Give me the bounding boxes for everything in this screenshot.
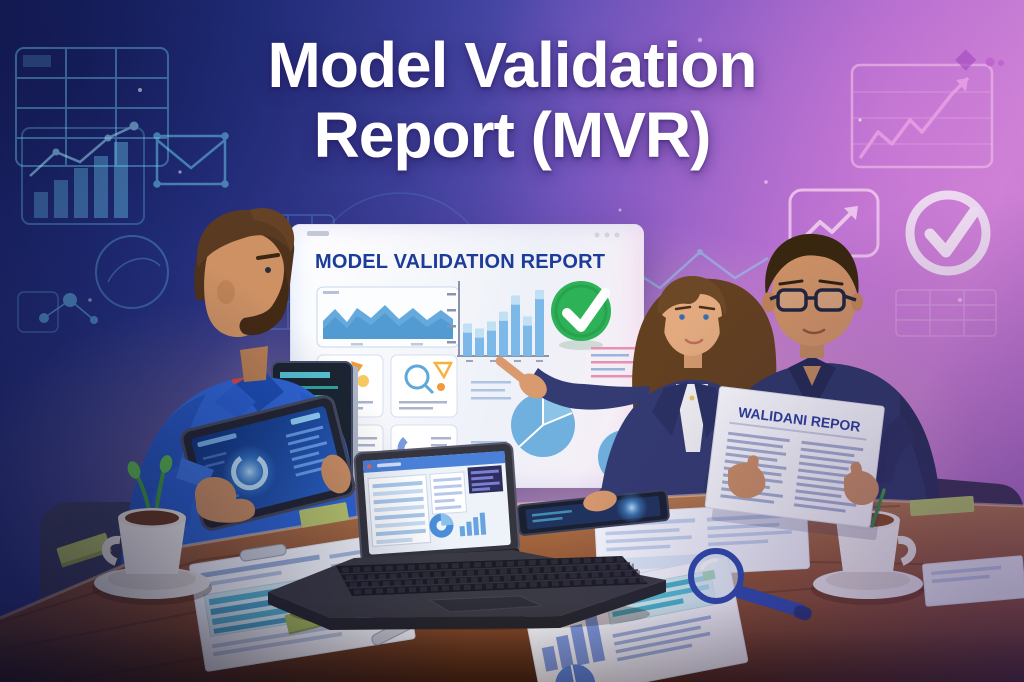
main-title: Model Validation Report (MVR)	[0, 30, 1024, 171]
main-title-line-2: Report (MVR)	[313, 99, 712, 172]
woman-eye-left	[679, 314, 685, 320]
report-paper-right	[922, 555, 1024, 607]
left-man-neck	[240, 346, 268, 382]
left-man-eye	[265, 267, 271, 273]
main-title-line-1: Model Validation	[267, 29, 758, 101]
woman-necklace	[689, 395, 695, 401]
laptop-screen	[353, 442, 520, 566]
woman-eye-right	[703, 314, 709, 320]
woman-index-finger	[495, 356, 533, 388]
validation-report-paper: WALIDANI REPOR	[704, 386, 891, 541]
